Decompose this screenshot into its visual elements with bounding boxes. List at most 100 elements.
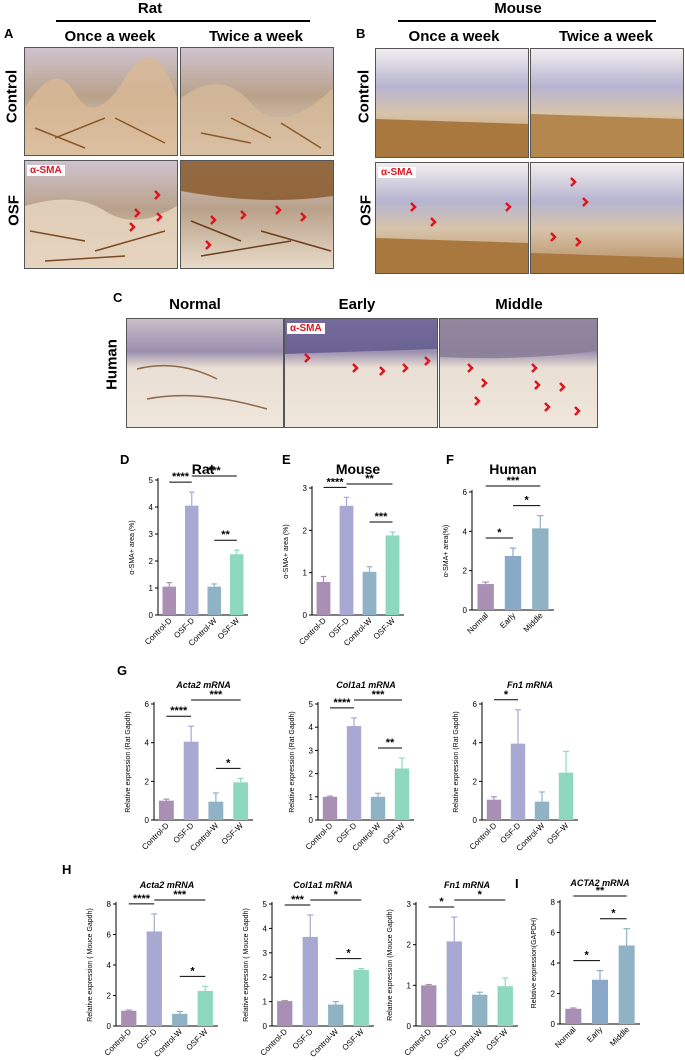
significance-label: **** — [333, 697, 351, 709]
bar — [565, 1008, 582, 1024]
mouse-control-twice-image — [530, 48, 684, 158]
significance-label: * — [226, 757, 231, 769]
bar — [208, 801, 224, 820]
x-tick-label: Middle — [522, 611, 545, 634]
x-tick-label: Control-D — [297, 616, 328, 647]
significance-label: **** — [172, 471, 190, 483]
y-tick-label: 3 — [303, 484, 308, 493]
mouse-control-once-image — [375, 48, 529, 158]
y-tick-label: 2 — [303, 526, 308, 535]
bar — [532, 528, 549, 610]
y-tick-label: 0 — [473, 816, 478, 825]
y-tick-label: 0 — [407, 1022, 412, 1031]
significance-label: * — [346, 948, 351, 960]
mouse-osf-once-image — [375, 162, 529, 274]
significance-label: * — [611, 908, 616, 920]
significance-label: ** — [596, 885, 605, 897]
x-tick-label: Control-D — [259, 1027, 290, 1058]
y-tick-label: 0 — [463, 606, 468, 615]
panel-letter-d: D — [120, 452, 130, 467]
y-axis-label: α-SMA+ area (%) — [283, 524, 290, 578]
bar — [385, 535, 400, 615]
significance-label: * — [585, 950, 590, 962]
y-tick-label: 0 — [145, 816, 150, 825]
bar — [446, 941, 462, 1026]
significance-label: * — [504, 689, 509, 701]
y-axis-label: Relative expression ( Mouce Gapdh) — [243, 908, 250, 1022]
bar — [328, 1004, 344, 1026]
rat-divider — [56, 20, 310, 22]
panel-letter-h: H — [62, 862, 72, 877]
y-tick-label: 8 — [551, 898, 556, 907]
x-tick-label: OSF-D — [435, 1027, 459, 1051]
y-tick-label: 4 — [263, 924, 268, 933]
human-normal-label: Normal — [169, 296, 221, 313]
y-tick-label: 4 — [145, 739, 150, 748]
chart-g3: Fn1 mRNA Relative expression (Rat Gapdh) 0… — [453, 680, 578, 853]
mouse-control-rowlabel: Control — [355, 69, 373, 124]
bar — [339, 505, 354, 615]
significance-label: * — [334, 889, 339, 901]
chart-h3: Fn1 mRNA Relative expression (Mouce Gapdh… — [387, 880, 518, 1059]
x-tick-label: Control-W — [152, 1027, 184, 1059]
bar — [421, 985, 437, 1026]
x-tick-label: Control-D — [403, 1027, 434, 1058]
x-tick-label: OSF-D — [135, 1027, 159, 1051]
panel-letter-c: C — [113, 290, 123, 305]
mouse-osf-rowlabel: OSF — [357, 195, 375, 226]
y-tick-label: 6 — [145, 700, 150, 709]
y-tick-label: 5 — [309, 700, 314, 709]
bar — [370, 796, 386, 820]
bar — [510, 743, 526, 820]
bar — [504, 555, 522, 610]
y-tick-label: 1 — [407, 981, 412, 990]
chart-h2: Col1a1 mRNA Relative expression ( Mouce G… — [243, 880, 374, 1059]
y-tick-label: 4 — [309, 723, 314, 732]
y-tick-label: 6 — [473, 700, 478, 709]
rat-osf-once-image — [24, 160, 178, 269]
bar — [207, 586, 221, 615]
bar — [277, 1001, 293, 1026]
human-rowlabel: Human — [103, 339, 121, 390]
x-tick-label: Control-W — [452, 1027, 484, 1059]
chart-title: Col1a1 mRNA — [336, 680, 396, 690]
y-tick-label: 2 — [551, 990, 556, 999]
rat-control-once-image — [24, 47, 178, 156]
bar — [183, 741, 199, 820]
panel-letter-e: E — [282, 452, 291, 467]
bar — [534, 801, 550, 820]
bar — [558, 772, 574, 820]
bar — [316, 581, 331, 615]
y-axis-label: Relative expression (Rat Gapdh) — [125, 711, 132, 813]
chart-title: ACTA2 mRNA — [569, 878, 629, 888]
y-axis-label: Relative expression (Mouce Gapdh) — [387, 909, 394, 1021]
bar — [233, 782, 249, 820]
y-tick-label: 4 — [107, 961, 112, 970]
chart-g1: Acta2 mRNA Relative expression (Rat Gapdh… — [125, 680, 253, 853]
y-tick-label: 0 — [263, 1022, 268, 1031]
y-tick-label: 2 — [107, 992, 112, 1001]
x-tick-label: OSF-W — [545, 821, 571, 847]
y-axis-label: α-SMA+ area(%) — [443, 525, 450, 577]
chart-h1: Acta2 mRNA Relative expression ( Mouce Ga… — [87, 880, 218, 1059]
bar — [322, 796, 338, 820]
x-tick-label: OSF-W — [184, 1027, 210, 1053]
y-tick-label: 3 — [309, 746, 314, 755]
significance-label: * — [525, 495, 530, 507]
panel-letter-b: B — [356, 26, 366, 41]
bar — [353, 969, 369, 1026]
chart-title: Rat — [192, 461, 215, 477]
x-tick-label: Control-D — [143, 616, 174, 647]
x-tick-label: Control-D — [468, 821, 499, 852]
y-tick-label: 2 — [407, 941, 412, 950]
panel-letter-g: G — [117, 663, 128, 678]
significance-label: **** — [326, 476, 344, 488]
x-tick-label: OSF-W — [220, 821, 246, 847]
human-normal-image — [126, 318, 284, 428]
y-tick-label: 6 — [463, 488, 468, 497]
human-early-image — [284, 318, 438, 428]
human-middle-image — [439, 318, 598, 428]
rat-twice-label: Twice a week — [209, 28, 303, 45]
significance-label: * — [190, 965, 195, 977]
significance-label: *** — [291, 894, 305, 906]
